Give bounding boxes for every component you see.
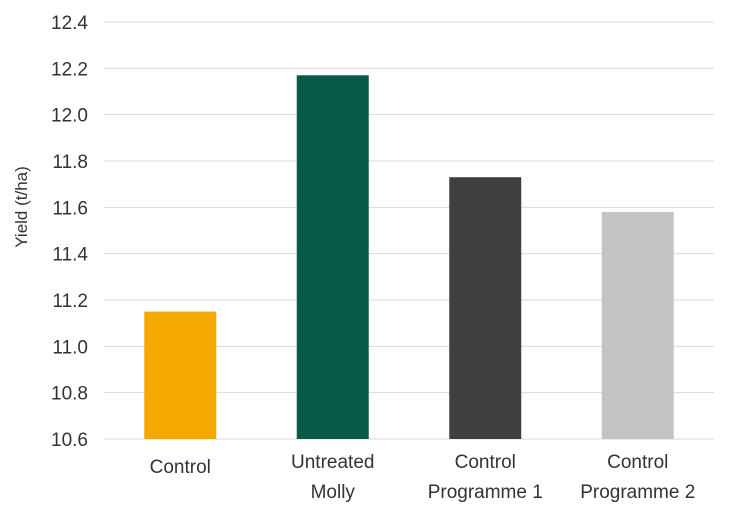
x-category-label-line: Molly xyxy=(311,482,356,503)
bar xyxy=(144,311,217,439)
y-tick-label: 10.8 xyxy=(51,384,88,405)
x-category-label: Untreated Molly xyxy=(291,452,374,503)
y-tick-label: 10.6 xyxy=(51,430,88,451)
y-tick-label: 12.2 xyxy=(51,59,88,80)
bar xyxy=(601,211,674,439)
y-axis-tick-labels: 10.6 10.8 11.0 11.2 11.4 11.6 11.8 12.0 12.2 12.4 xyxy=(51,13,88,451)
x-category-label-line: Control xyxy=(455,452,516,473)
bars xyxy=(144,75,674,440)
y-tick-label: 11.6 xyxy=(52,198,88,219)
y-tick-label: 11.0 xyxy=(52,337,88,358)
y-tick-label: 12.4 xyxy=(51,13,88,34)
x-category-label: Control xyxy=(150,457,211,478)
bar xyxy=(449,177,522,439)
y-axis-title: Yield (t/ha) xyxy=(12,166,31,248)
y-tick-label: 11.8 xyxy=(52,152,88,173)
x-category-label-line: Control xyxy=(150,457,211,478)
x-category-label: Control Programme 1 xyxy=(428,452,543,503)
y-tick-label: 11.2 xyxy=(52,291,88,312)
y-tick-label: 12.0 xyxy=(51,106,88,127)
x-category-label: Control Programme 2 xyxy=(580,452,695,503)
y-tick-label: 11.4 xyxy=(52,245,88,266)
x-category-label-line: Untreated xyxy=(291,452,374,473)
x-category-label-line: Control xyxy=(607,452,668,473)
bar xyxy=(296,75,369,440)
x-category-label-line: Programme 1 xyxy=(428,482,543,503)
x-category-label-line: Programme 2 xyxy=(580,482,695,503)
